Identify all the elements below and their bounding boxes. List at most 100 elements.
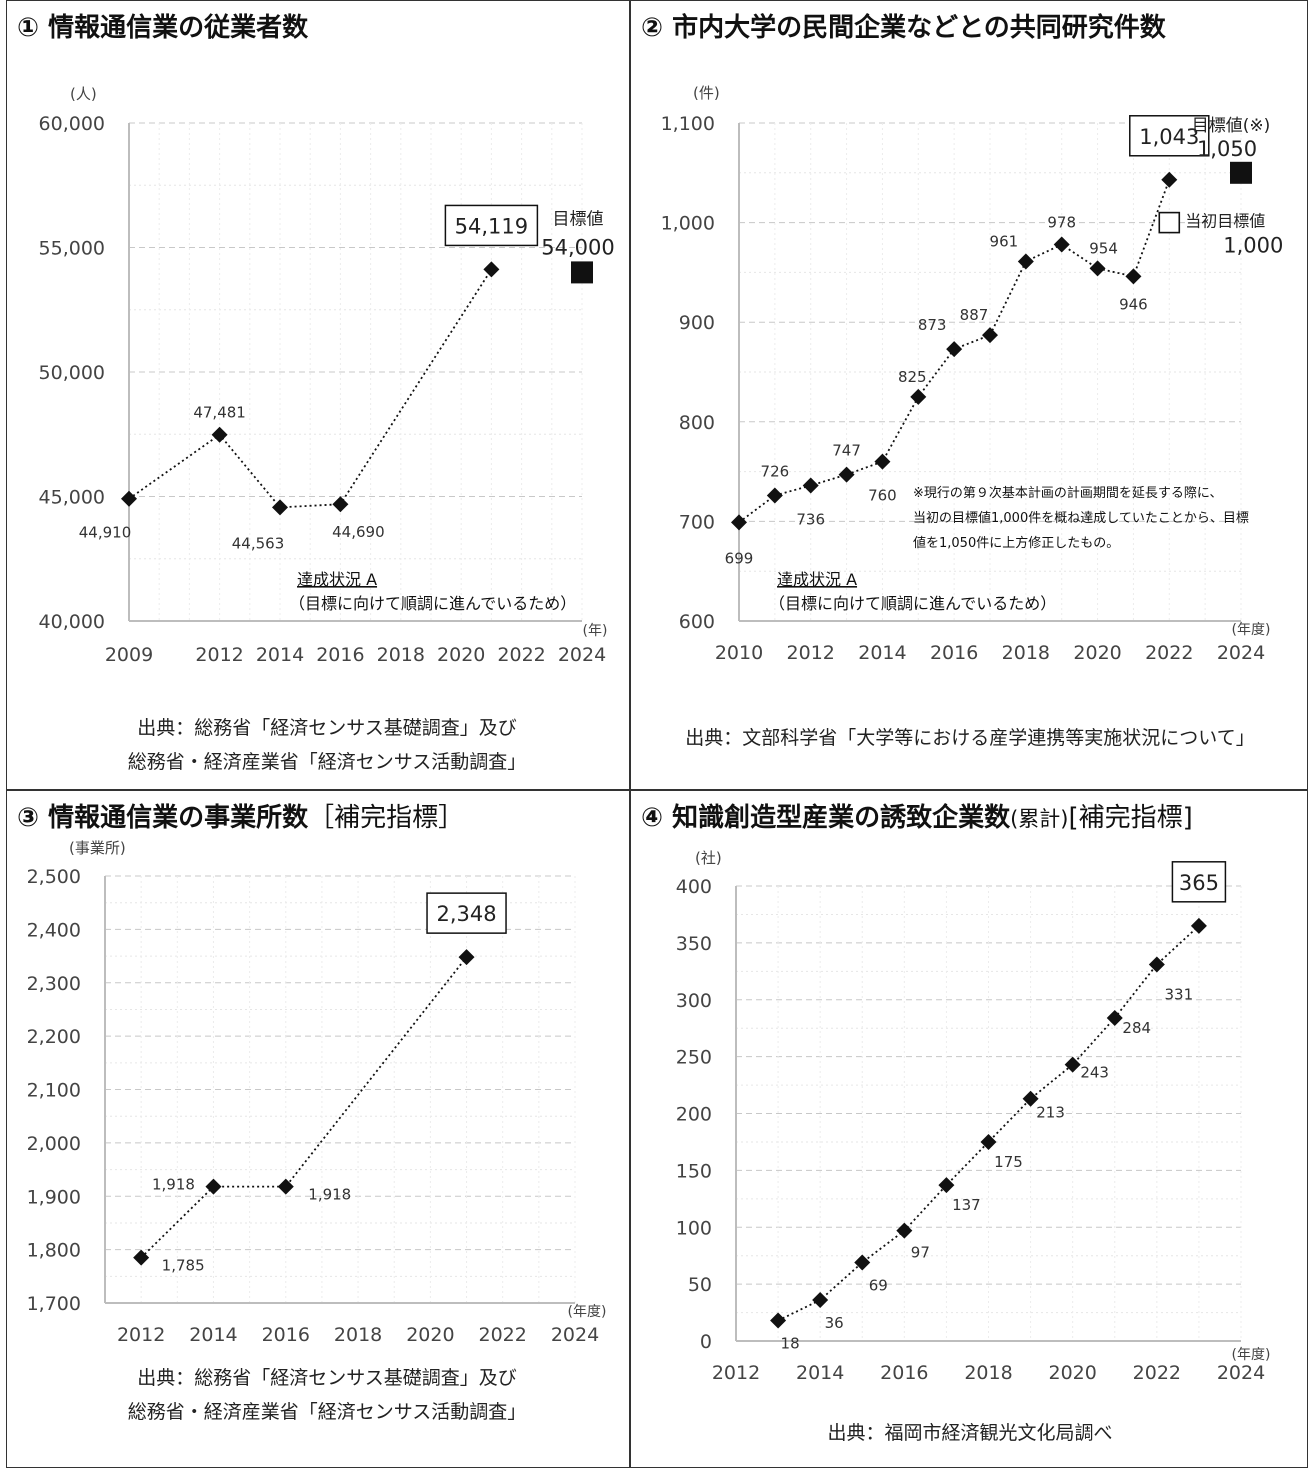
x-tick-label: 2022 — [479, 1324, 527, 1346]
data-label: 873 — [918, 316, 947, 334]
title-cumulative: (累計) — [1010, 807, 1069, 831]
x-tick-label: 2014 — [796, 1362, 844, 1384]
footnote-line: 当初の目標値1,000件を概ね達成していたことから、目標 — [913, 510, 1249, 526]
chart-knowledge-industry: 0 50 100 150 200 250 300 350 400 2012 2014 2016 2018… — [676, 849, 1271, 1384]
data-point — [874, 453, 891, 470]
y-tick-label: 40,000 — [39, 611, 105, 633]
data-point — [946, 341, 963, 358]
x-unit-label: (年度) — [568, 1304, 607, 1320]
data-label: 284 — [1122, 1019, 1151, 1037]
x-tick-label: 2018 — [1002, 642, 1050, 664]
y-tick-label: 300 — [676, 990, 712, 1012]
chart-ict-establishments: 1,700 1,800 1,900 2,000 2,100 2,200 2,300 2,400… — [27, 839, 607, 1346]
title-suffix: [補完指標] — [1068, 803, 1193, 833]
footnote-line: 値を1,050件に上方修正したもの。 — [913, 535, 1119, 551]
x-tick-label: 2012 — [712, 1362, 760, 1384]
y-tick-label: 2,300 — [27, 973, 81, 995]
y-tick-label: 2,400 — [27, 919, 81, 941]
data-label: 946 — [1119, 295, 1148, 313]
y-tick-label: 100 — [676, 1217, 712, 1239]
data-label: 69 — [869, 1277, 888, 1295]
data-point — [896, 1222, 913, 1239]
y-tick-label: 2,000 — [27, 1133, 81, 1155]
chart-joint-research: 600 700 800 900 1,000 1,100 2010 2012 2014 2016 20… — [661, 84, 1284, 664]
y-tick-label: 150 — [676, 1160, 712, 1182]
x-tick-label: 2018 — [377, 644, 425, 666]
data-point — [1017, 253, 1034, 270]
source-line: 総務省・経済産業省「経済センサス活動調査」 — [127, 1401, 527, 1423]
data-label: 97 — [911, 1244, 930, 1262]
y-tick-label: 900 — [679, 312, 715, 334]
data-point — [205, 1178, 222, 1195]
status-note: （目標に向けて順調に進んでいるため） — [289, 594, 576, 613]
y-tick-label: 1,100 — [661, 113, 715, 135]
panel-ict-employees: ① 情報通信業の従業者数 40,000 45,000 50,000 55,000 60,… — [6, 0, 630, 790]
source-line: 出典：福岡市経済観光文化局調べ — [827, 1422, 1113, 1444]
data-label: 726 — [761, 463, 790, 481]
y-tick-label: 800 — [679, 412, 715, 434]
data-label: 825 — [898, 368, 927, 386]
y-tick-label: 50,000 — [39, 362, 105, 384]
data-point — [766, 487, 783, 504]
data-point — [1089, 260, 1106, 277]
data-point — [121, 490, 137, 507]
data-label: 44,690 — [332, 523, 385, 541]
status-title: 達成状況 A — [297, 570, 377, 589]
y-tick-label: 1,700 — [27, 1293, 81, 1315]
data-point — [1106, 1009, 1123, 1026]
y-tick-label: 2,200 — [27, 1026, 81, 1048]
latest-value-box — [1129, 115, 1210, 157]
source-line: 総務省・経済産業省「経済センサス活動調査」 — [127, 751, 527, 773]
x-tick-label: 2012 — [195, 644, 243, 666]
y-tick-label: 50 — [688, 1274, 712, 1296]
data-point — [1190, 917, 1207, 934]
x-tick-label: 2020 — [437, 644, 485, 666]
panel-joint-research: ② 市内大学の民間企業などとの共同研究件数 600 700 800 900 1,000 1… — [630, 0, 1308, 790]
x-tick-label: 2010 — [715, 642, 763, 664]
panel-title: ④ 知識創造型産業の誘致企業数(累計)[補完指標] — [641, 797, 1193, 834]
data-label: 365 — [1179, 871, 1219, 895]
data-label: 1,918 — [152, 1176, 195, 1194]
data-point — [731, 514, 747, 531]
data-point — [812, 1292, 829, 1309]
target-label: 目標値(※) — [1192, 116, 1271, 136]
y-tick-label: 2,100 — [27, 1080, 81, 1102]
title-main: ④ 知識創造型産業の誘致企業数 — [641, 803, 1011, 833]
data-label: 243 — [1080, 1064, 1109, 1082]
data-point — [1161, 171, 1178, 188]
data-point — [133, 1249, 150, 1266]
data-point — [1064, 1056, 1081, 1073]
data-point — [910, 388, 927, 405]
panel-title: ③ 情報通信業の事業所数［補完指標］ — [17, 797, 464, 834]
x-tick-label: 2012 — [787, 642, 835, 664]
data-point — [277, 1178, 294, 1195]
latest-value-box — [426, 892, 507, 934]
x-tick-label: 2022 — [497, 644, 545, 666]
y-tick-label: 600 — [679, 611, 715, 633]
source-line: 出典：総務省「経済センサス基礎調査」及び — [137, 1367, 517, 1389]
x-tick-label: 2020 — [406, 1324, 454, 1346]
data-label: 44,563 — [232, 534, 285, 552]
data-label: 54,119 — [455, 214, 528, 238]
initial-target-marker — [1158, 211, 1181, 234]
x-tick-label: 2018 — [334, 1324, 382, 1346]
data-point — [838, 466, 855, 483]
y-tick-label: 55,000 — [39, 238, 105, 260]
target-marker — [571, 261, 593, 284]
title-main: ③ 情報通信業の事業所数 — [17, 803, 309, 833]
panel-title: ② 市内大学の民間企業などとの共同研究件数 — [641, 13, 1166, 43]
x-unit-label: (年度) — [1232, 622, 1271, 638]
data-point — [854, 1254, 871, 1271]
data-label: 1,918 — [308, 1186, 351, 1204]
data-label: 36 — [825, 1314, 844, 1332]
x-tick-label: 2016 — [262, 1324, 310, 1346]
x-tick-label: 2014 — [189, 1324, 237, 1346]
x-tick-label: 2022 — [1133, 1362, 1181, 1384]
x-tick-label: 2016 — [930, 642, 978, 664]
data-label: 137 — [952, 1196, 981, 1214]
y-tick-label: 400 — [676, 876, 712, 898]
data-point — [1053, 236, 1070, 253]
panel-title: ① 情報通信業の従業者数 — [17, 13, 309, 43]
y-tick-label: 700 — [679, 511, 715, 533]
